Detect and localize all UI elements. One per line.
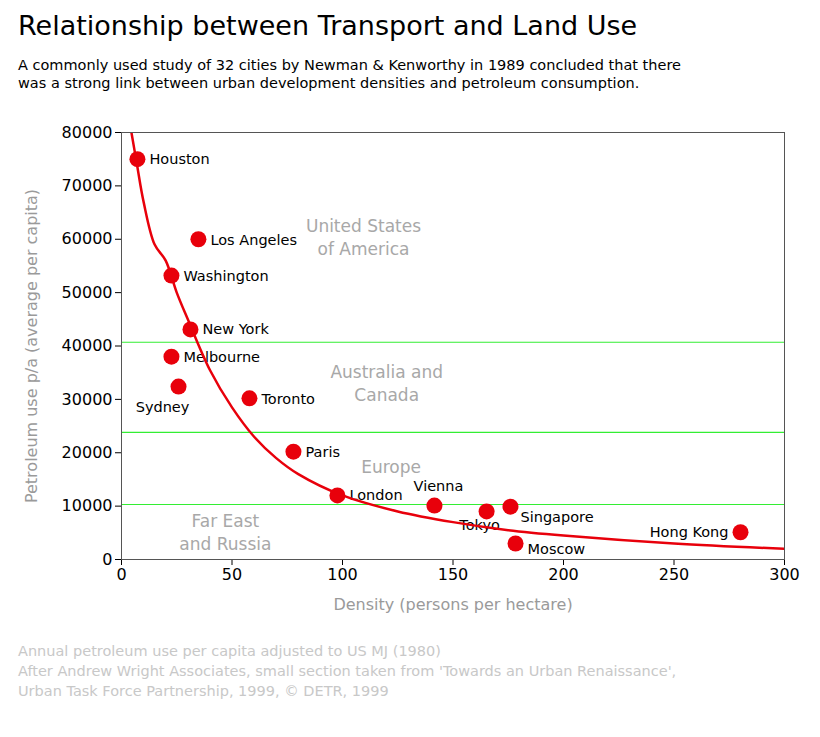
svg-text:New York: New York xyxy=(202,321,269,337)
svg-text:Sydney: Sydney xyxy=(136,399,190,415)
svg-text:300: 300 xyxy=(769,565,800,584)
html-text:After Andrew Wright Associates: After Andrew Wright Associates, small se… xyxy=(18,663,677,679)
html-text:A commonly used study of 32 ci: A commonly used study of 32 cities by Ne… xyxy=(18,57,681,73)
svg-text:50000: 50000 xyxy=(62,283,113,302)
svg-text:Houston: Houston xyxy=(149,151,209,167)
html-text:was a strong link between urba: was a strong link between urban developm… xyxy=(18,75,640,91)
svg-text:Australia andCanada: Australia andCanada xyxy=(330,362,443,405)
svg-text:Moscow: Moscow xyxy=(528,541,586,557)
svg-text:250: 250 xyxy=(659,565,690,584)
svg-text:Tokyo: Tokyo xyxy=(459,517,500,534)
svg-text:200: 200 xyxy=(548,565,579,584)
svg-text:Hong Kong: Hong Kong xyxy=(650,524,729,540)
svg-text:Los Angeles: Los Angeles xyxy=(210,232,297,248)
html-text:Annual petroleum use per capit: Annual petroleum use per capita adjusted… xyxy=(18,643,441,659)
svg-text:80000: 80000 xyxy=(62,123,113,142)
svg-text:Paris: Paris xyxy=(305,444,340,460)
svg-text:0: 0 xyxy=(102,550,112,569)
svg-text:Petroleum use p/a (average per: Petroleum use p/a (average per capita) xyxy=(22,189,41,503)
svg-text:Washington: Washington xyxy=(183,268,268,284)
svg-text:60000: 60000 xyxy=(62,229,113,248)
svg-text:70000: 70000 xyxy=(62,176,113,195)
svg-text:London: London xyxy=(349,487,403,504)
html-text:Urban Task Force Partnership,: Urban Task Force Partnership, 1999, © DE… xyxy=(18,683,389,699)
svg-text:Toronto: Toronto xyxy=(260,391,315,407)
svg-text:50: 50 xyxy=(222,565,242,584)
svg-text:150: 150 xyxy=(438,565,469,584)
svg-text:Melbourne: Melbourne xyxy=(183,349,260,365)
html-text:Relationship between Transport: Relationship between Transport and Land … xyxy=(18,10,638,41)
svg-text:0: 0 xyxy=(116,565,126,584)
svg-text:10000: 10000 xyxy=(62,496,113,515)
svg-text:100: 100 xyxy=(327,565,358,584)
svg-text:Europe: Europe xyxy=(361,457,421,477)
svg-text:20000: 20000 xyxy=(62,443,113,462)
svg-text:30000: 30000 xyxy=(62,389,113,408)
svg-text:Density (persons per hectare): Density (persons per hectare) xyxy=(333,595,572,614)
svg-text:Vienna: Vienna xyxy=(414,478,464,494)
svg-text:Far Eastand Russia: Far Eastand Russia xyxy=(179,511,271,554)
svg-text:40000: 40000 xyxy=(62,336,113,355)
svg-text:United Statesof America: United Statesof America xyxy=(306,216,421,259)
svg-text:Singapore: Singapore xyxy=(520,509,593,525)
